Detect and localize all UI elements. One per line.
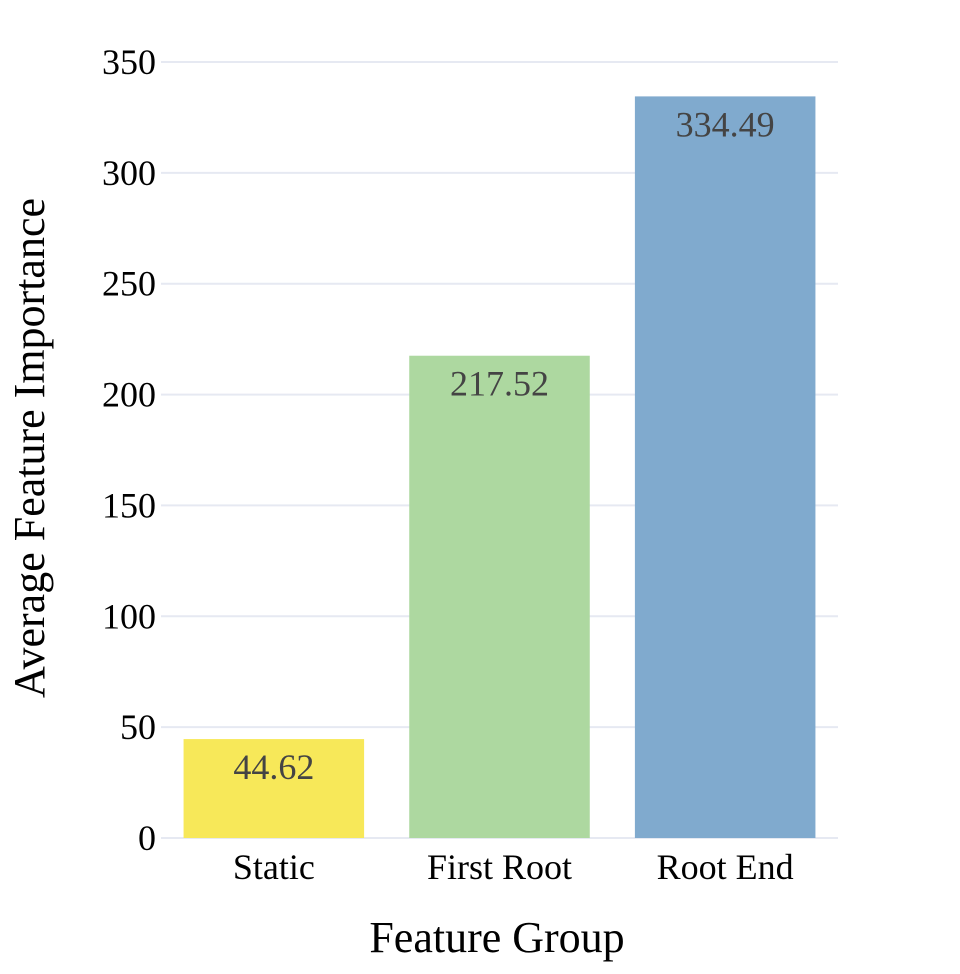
y-axis-title: Average Feature Importance <box>5 198 54 698</box>
x-tick-label: First Root <box>427 847 572 887</box>
bar-value-label: 334.49 <box>676 104 775 144</box>
y-tick-label: 200 <box>102 375 156 415</box>
data-labels: 44.62 217.52 334.49 <box>233 104 774 787</box>
bar-static <box>183 739 365 838</box>
x-tick-label: Static <box>233 847 315 887</box>
bar-root-end <box>634 96 816 839</box>
bar-first-root <box>409 355 590 838</box>
x-tick-label: Root End <box>657 847 794 887</box>
y-tick-label: 150 <box>102 485 156 525</box>
bars <box>183 96 816 839</box>
y-tick-label: 100 <box>102 596 156 636</box>
y-tick-label: 50 <box>120 707 156 747</box>
y-tick-label: 350 <box>102 42 156 82</box>
bar-value-label: 44.62 <box>233 747 314 787</box>
y-tick-label: 250 <box>102 264 156 304</box>
y-axis-ticks: 0 50 100 150 200 250 300 350 <box>102 42 156 858</box>
x-axis-title: Feature Group <box>369 913 624 962</box>
y-tick-label: 300 <box>102 153 156 193</box>
x-axis-ticks: Static First Root Root End <box>233 847 794 887</box>
y-tick-label: 0 <box>138 818 156 858</box>
bar-value-label: 217.52 <box>450 364 549 404</box>
